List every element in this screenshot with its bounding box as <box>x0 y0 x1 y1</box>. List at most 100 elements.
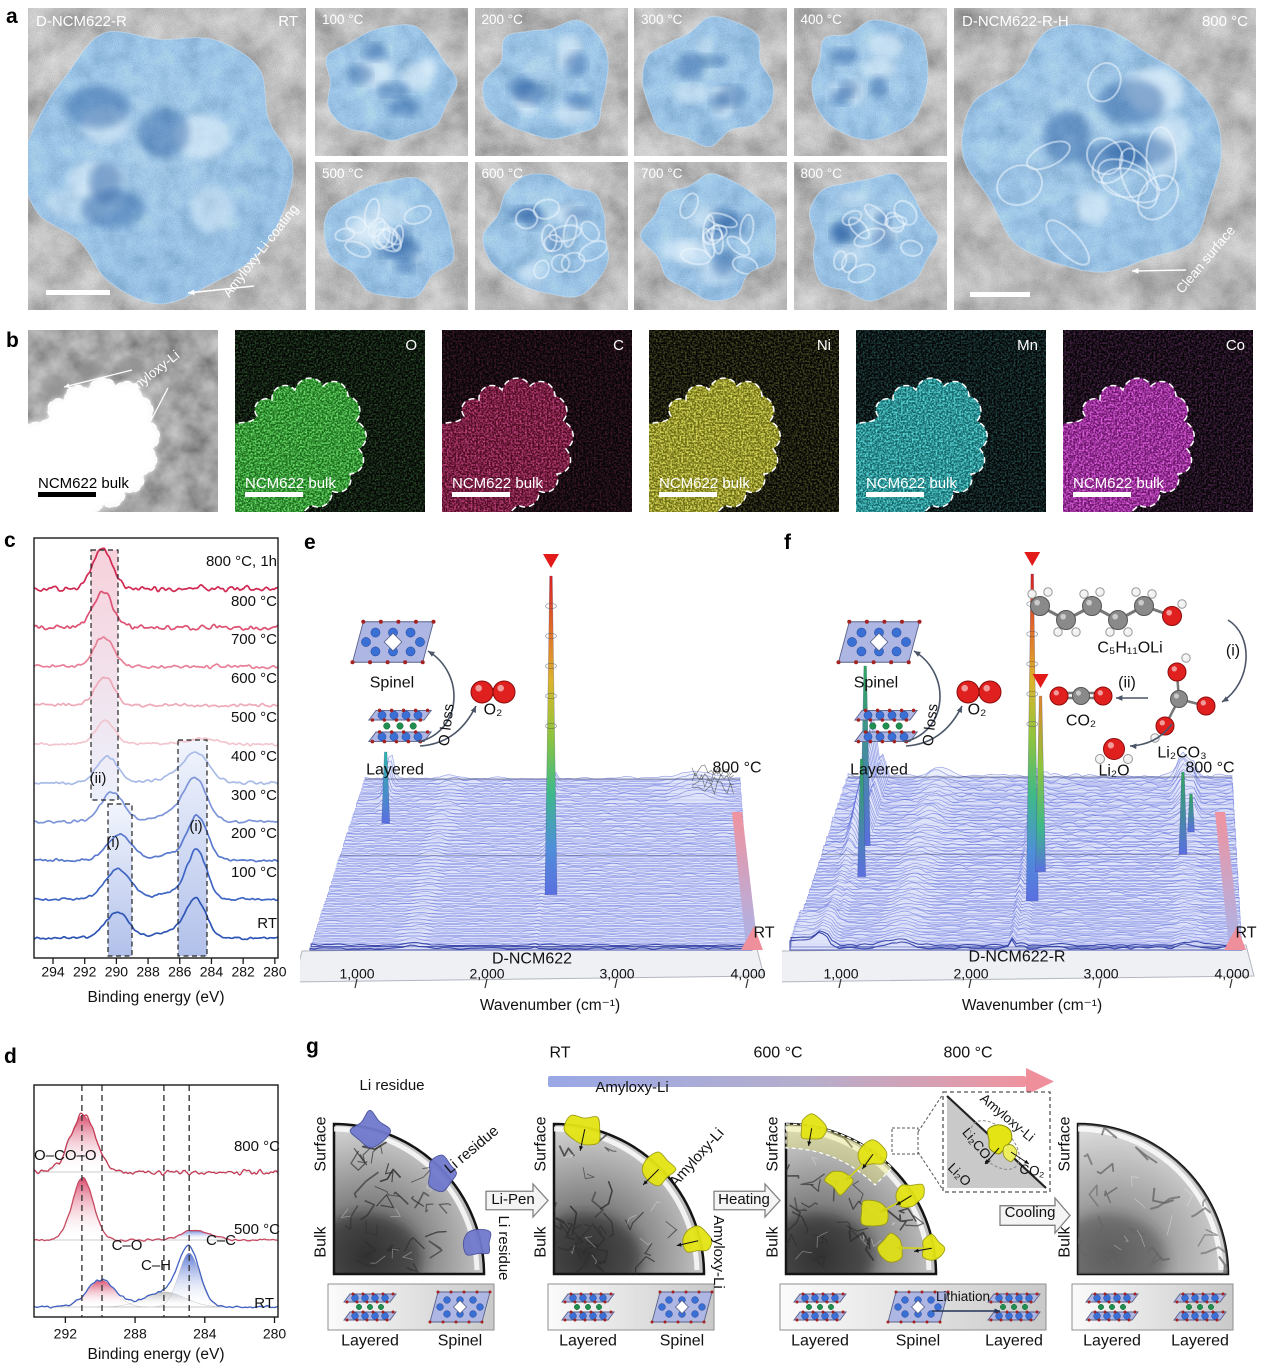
series-temp-label: 500 °C <box>233 1221 280 1238</box>
series-temp-label: 800 °C <box>230 592 277 610</box>
layered-label-s3b: Layered <box>985 1332 1043 1350</box>
sem-tile-6: 600 °C <box>474 162 628 310</box>
x-tick: 280 <box>263 963 287 980</box>
panel-letter-b: b <box>6 329 19 352</box>
series-temp-label: 300 °C <box>230 786 277 804</box>
x-tick: 290 <box>104 963 129 980</box>
sem-tile-temp: 100 °C <box>322 12 364 27</box>
timeline-800: 800 °C <box>943 1044 993 1062</box>
mechanism-schematic <box>327 1068 1234 1331</box>
layered-label-s4b: Layered <box>1171 1332 1229 1350</box>
lithiation-label: Lithiation <box>935 1288 991 1304</box>
cooling-arrow-label: Cooling <box>1004 1204 1056 1222</box>
co2-label: CO₂ <box>1065 712 1097 730</box>
x-tick: 1,000 <box>339 965 375 982</box>
surface-label-3: Surface <box>764 1116 782 1172</box>
panel-letter-a: a <box>6 5 18 28</box>
x-tick: 284 <box>193 1325 217 1342</box>
eds-map-image <box>442 330 632 512</box>
series-temp-label: 200 °C <box>230 825 277 843</box>
eds-map-stem: NCM622 bulk <box>28 330 218 512</box>
panel-e-drifts: e Spinel Layered O loss O₂ 800 °C RT D-N… <box>300 528 780 1022</box>
eds-map-image <box>856 330 1046 512</box>
peak-annotation-i-right: (i) <box>189 818 203 836</box>
sem-tile-8: 800 °C <box>793 162 947 310</box>
x-tick: 286 <box>168 963 192 980</box>
sem-image-dncm622rh: D-NCM622-R-H 800 °C Clean surface <box>954 8 1256 310</box>
bulk-label-2: Bulk <box>532 1226 550 1258</box>
series-temp-label: 700 °C <box>230 631 277 649</box>
layered-label-s2: Layered <box>559 1332 617 1350</box>
spinel-label-s3: Spinel <box>895 1332 941 1350</box>
o2-label: O₂ <box>483 701 503 719</box>
scale-bar <box>970 292 1030 297</box>
step-ii-label: (ii) <box>1118 674 1136 692</box>
peak-label-cc: C–C <box>205 1232 237 1250</box>
bulk-label-3: Bulk <box>764 1226 782 1258</box>
xps-temperature-chart <box>33 537 279 964</box>
bulk-label: NCM622 bulk <box>452 475 543 492</box>
eds-map-image <box>1063 330 1253 512</box>
temp-top-label: 800 °C <box>712 759 762 777</box>
series-temp-label: 600 °C <box>230 670 277 688</box>
bulk-label: NCM622 bulk <box>1073 475 1164 492</box>
sem-tile-temp: 600 °C <box>481 166 523 181</box>
sem-micrograph <box>634 8 787 156</box>
sample-label: D-NCM622-R <box>968 948 1066 966</box>
series-temp-label: 400 °C <box>230 747 277 765</box>
sem-tile-3: 300 °C <box>634 8 787 156</box>
scale-bar <box>866 492 924 497</box>
sem-tile-temp: 700 °C <box>641 166 683 181</box>
x-tick: 4,000 <box>730 965 766 982</box>
spinel-label: Spinel <box>853 674 899 692</box>
eds-map-image <box>649 330 839 512</box>
li-pen-arrow-label: Li-Pen <box>491 1191 535 1209</box>
scale-bar <box>1073 492 1131 497</box>
x-tick: 288 <box>136 963 160 980</box>
x-tick: 3,000 <box>1083 965 1119 982</box>
o2-label: O₂ <box>967 701 987 719</box>
sem-temperature-grid: 100 °C 200 °C 300 °C 400 °C 500 °C 600 °C 700 … <box>315 8 947 310</box>
timeline-rt: RT <box>549 1044 571 1062</box>
panel-a: a D-NCM622-R RT Amyloxy-Li coating 100 °… <box>0 0 1264 318</box>
spinel-label: Spinel <box>369 674 415 692</box>
sem-micrograph <box>315 162 468 310</box>
element-label: O <box>405 337 417 354</box>
series-temp-label: 500 °C <box>230 709 277 726</box>
x-tick: 4,000 <box>1214 965 1250 982</box>
waterfall-chart-dncm622r <box>782 552 1255 989</box>
x-tick: 284 <box>199 963 224 980</box>
x-tick: 280 <box>262 1325 287 1342</box>
xps-fit-chart <box>33 1084 279 1323</box>
sem-micrograph <box>474 8 628 156</box>
scale-bar <box>659 492 717 497</box>
peak-label-ocoo: O–CO–O <box>34 1147 97 1164</box>
sem-tile-temp: 500 °C <box>322 166 364 181</box>
panel-letter-g: g <box>306 1035 319 1058</box>
panel-letter-e: e <box>304 531 316 554</box>
sem-tile-temp: 300 °C <box>641 12 683 27</box>
sem-tile-temp: 200 °C <box>481 12 523 27</box>
scale-bar <box>38 492 96 497</box>
sem-temp-badge: RT <box>278 13 298 30</box>
element-label: Co <box>1225 337 1245 354</box>
sem-micrograph <box>793 8 947 156</box>
layered-label: Layered <box>366 761 424 779</box>
li2co3-label: Li₂CO₃ <box>1157 744 1207 762</box>
eds-map-Ni: Ni NCM622 bulk <box>649 330 839 512</box>
x-axis-label: Wavenumber (cm⁻¹) <box>479 996 621 1014</box>
series-temp-label: RT <box>257 915 277 932</box>
eds-map-Mn: Mn NCM622 bulk <box>856 330 1046 512</box>
panel-letter-f: f <box>784 531 791 554</box>
surface-label-1: Surface <box>312 1116 330 1172</box>
bulk-label: NCM622 bulk <box>659 475 750 492</box>
panel-f-drifts: f Spinel Layered O loss O₂ C₅H₁₁OLi (i) … <box>780 528 1264 1022</box>
series-temp-label: 100 °C <box>230 864 277 882</box>
spinel-label-s1: Spinel <box>437 1332 483 1350</box>
amyloxy-label-3: Amyloxy-Li <box>709 1215 727 1289</box>
x-axis-label: Binding energy (eV) <box>87 988 225 1006</box>
sem-title: D-NCM622-R <box>36 13 127 30</box>
sample-label: D-NCM622 <box>491 950 573 968</box>
li2o-label: Li₂O <box>1098 762 1130 780</box>
